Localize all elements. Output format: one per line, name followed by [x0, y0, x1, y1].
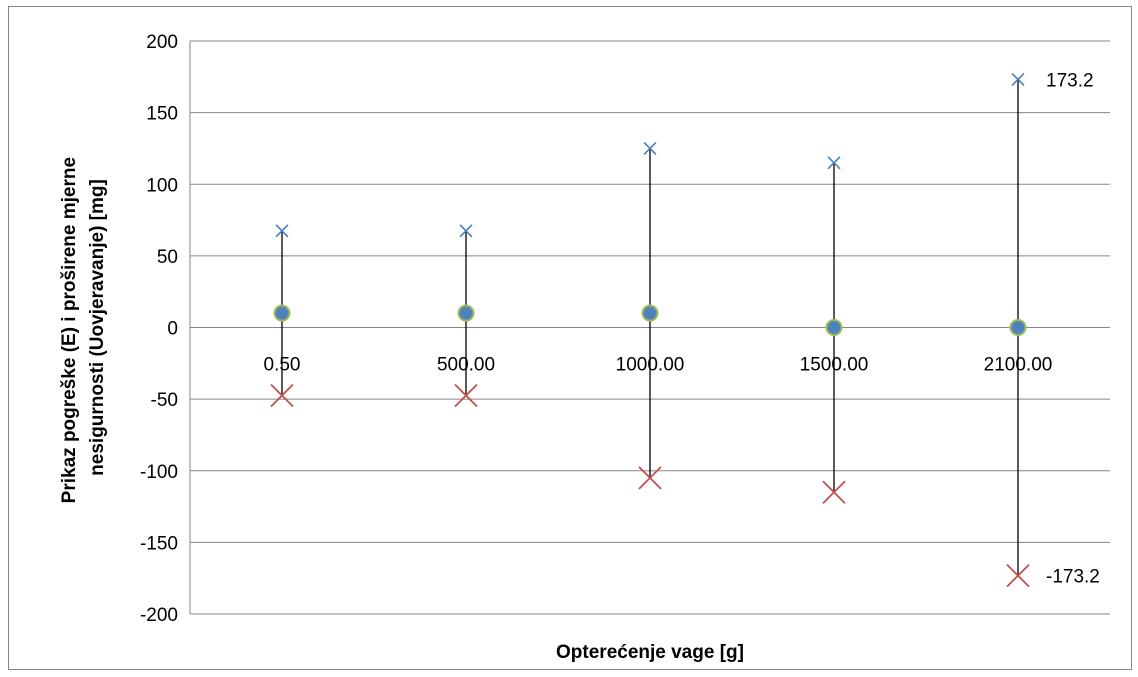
- x-tick-label: 1500.00: [800, 355, 869, 376]
- error-point: [273, 304, 291, 322]
- error-point: [457, 304, 475, 322]
- lower-marker: [270, 383, 294, 408]
- x-axis-title: Opterećenje vage [g]: [556, 642, 744, 663]
- lower-marker: [638, 466, 662, 490]
- lower-marker: [822, 480, 846, 504]
- x-tick-labels: 0.50 500.00 1000.00 1500.00 2100.00: [264, 355, 1053, 376]
- markers: [270, 72, 1030, 588]
- error-point: [1009, 319, 1027, 336]
- error-point: [825, 319, 843, 336]
- error-point: [641, 304, 659, 322]
- y-tick-label: -200: [140, 605, 178, 626]
- data-label-max: 173.2: [1046, 70, 1094, 91]
- upper-marker: [459, 224, 473, 238]
- x-tick-label: 500.00: [437, 355, 495, 376]
- x-tick-label: 1000.00: [616, 355, 685, 376]
- x-tick-label: 0.50: [264, 355, 301, 376]
- y-tick-label: 0: [167, 319, 178, 340]
- chart-frame: 200 150 100 50 0 -50 -100 -150 -200 0.50 500.00 10…: [8, 6, 1132, 670]
- upper-marker: [827, 156, 841, 170]
- y-axis-title: Prikaz pogreške (E) i proširene mjerne n…: [59, 152, 108, 504]
- y-axis-title-line-2: nesigurnosti (Uovjeravanje) [mg]: [87, 179, 108, 476]
- upper-marker: [1011, 72, 1025, 86]
- y-tick-labels: 200 150 100 50 0 -50 -100 -150 -200: [140, 32, 178, 626]
- data-label-min: -173.2: [1046, 567, 1100, 588]
- x-tick-label: 2100.00: [984, 355, 1053, 376]
- y-tick-label: 50: [157, 247, 178, 268]
- lower-marker: [1006, 563, 1030, 588]
- y-axis-title-line-1: Prikaz pogreške (E) i proširene mjerne: [59, 157, 80, 503]
- upper-marker: [643, 141, 657, 156]
- lower-marker: [454, 383, 478, 408]
- y-tick-label: 200: [146, 32, 178, 53]
- chart-plot: 200 150 100 50 0 -50 -100 -150 -200 0.50 500.00 10…: [59, 32, 1110, 663]
- data-labels: 173.2 -173.2: [1046, 70, 1100, 587]
- y-tick-label: -100: [140, 462, 178, 483]
- y-tick-label: -50: [151, 390, 178, 411]
- y-tick-label: 150: [146, 104, 178, 125]
- y-tick-label: -150: [140, 533, 178, 554]
- y-tick-label: 100: [146, 175, 178, 196]
- upper-marker: [275, 224, 289, 238]
